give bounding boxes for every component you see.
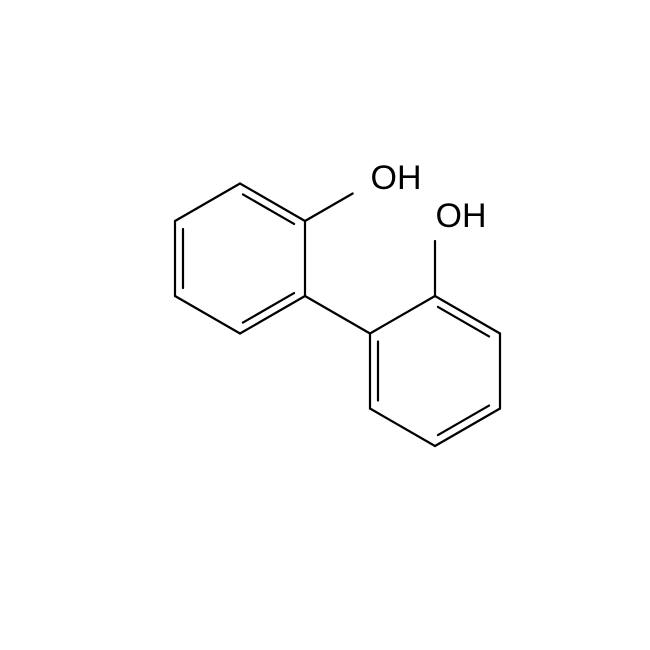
bond-line xyxy=(240,184,305,222)
bond-line xyxy=(305,296,370,334)
bond-line xyxy=(305,193,353,221)
bond-line xyxy=(435,409,500,447)
bond-line xyxy=(370,409,435,447)
bond-line xyxy=(175,184,240,222)
bond-line xyxy=(240,296,305,334)
bond-line xyxy=(175,296,240,334)
bond-line xyxy=(435,296,500,334)
bond-line xyxy=(370,296,435,334)
hydroxyl-label-1: OH xyxy=(371,159,422,197)
molecule-canvas: OH OH xyxy=(0,0,650,650)
hydroxyl-label-2: OH xyxy=(436,197,487,235)
labels-group: OH OH xyxy=(371,159,487,235)
